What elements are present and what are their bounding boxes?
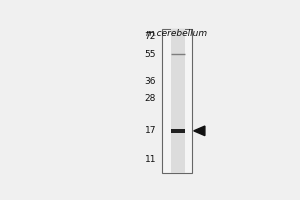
Bar [171,29,185,173]
Text: 36: 36 [145,77,156,86]
Text: m.cerebellum: m.cerebellum [146,29,208,38]
Bar [162,29,192,173]
Text: 17: 17 [145,126,156,135]
Text: 72: 72 [145,32,156,41]
Text: 55: 55 [145,50,156,59]
Text: 11: 11 [145,155,156,164]
Polygon shape [194,126,205,136]
Bar [171,129,185,133]
Text: 28: 28 [145,94,156,103]
